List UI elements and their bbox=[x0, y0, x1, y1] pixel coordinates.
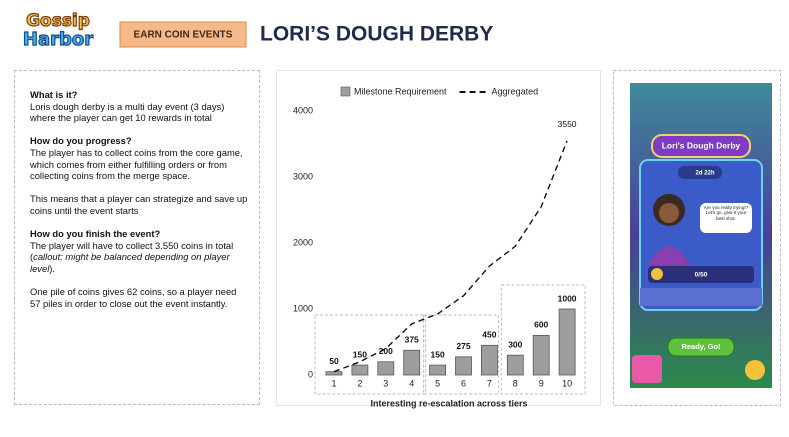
chart-panel bbox=[276, 70, 601, 406]
logo: Gossip Harbor bbox=[22, 10, 94, 50]
text-run: The player has to collect coins from the… bbox=[30, 146, 243, 182]
legend-label: Aggregated bbox=[492, 86, 539, 96]
tag: EARN COIN EVENTS bbox=[134, 30, 233, 41]
text-run: callout: might be balanced depending on … bbox=[30, 251, 230, 274]
tier-box bbox=[423, 314, 499, 395]
x-tick-label: 5 bbox=[435, 378, 440, 388]
section-heading: How do you progress? bbox=[30, 135, 132, 147]
bar-label: 375 bbox=[405, 335, 419, 345]
description-panel: What is it? Loris dough derby is a multi … bbox=[14, 70, 260, 405]
y-tick-label: 1000 bbox=[293, 303, 313, 313]
line-label: 3550 bbox=[558, 119, 577, 129]
paragraph: This means that a player can strategize … bbox=[30, 193, 249, 216]
bar-label: 600 bbox=[534, 320, 548, 330]
bar bbox=[403, 349, 421, 376]
banner-box bbox=[651, 134, 751, 158]
text-run: This means that a player can strategize … bbox=[30, 193, 248, 216]
section-heading: What is it? bbox=[30, 89, 78, 100]
bar-label: 150 bbox=[431, 349, 445, 359]
x-tick-label: 7 bbox=[487, 378, 492, 388]
gift-box bbox=[632, 355, 662, 383]
x-tick-label: 6 bbox=[461, 378, 466, 388]
bar bbox=[480, 344, 498, 376]
bar-label: 1000 bbox=[558, 293, 577, 303]
page-title: LORI’S DOUGH DERBY bbox=[260, 23, 493, 46]
timer: 2d 22h bbox=[695, 171, 714, 177]
bar bbox=[558, 308, 576, 376]
character-face bbox=[659, 203, 679, 223]
bar-label: 150 bbox=[353, 349, 367, 359]
speech-bubble bbox=[700, 203, 752, 233]
text-run: The player will have to collect 3.550 co… bbox=[30, 239, 234, 263]
x-tick-label: 2 bbox=[357, 378, 362, 388]
x-tick-label: 8 bbox=[513, 378, 518, 388]
bar-label: 300 bbox=[508, 339, 522, 349]
paragraph: One pile of coins gives 62 coins, so a p… bbox=[30, 286, 249, 309]
paragraph: Loris dough derby is a multi day event (… bbox=[30, 101, 249, 124]
tier-box bbox=[314, 314, 427, 395]
tag-box bbox=[119, 21, 247, 48]
logo-line: Harbor bbox=[23, 29, 93, 50]
bar bbox=[532, 334, 550, 376]
legend-swatch bbox=[340, 86, 351, 97]
text-run: ). bbox=[49, 262, 56, 274]
progress: 0/50 bbox=[695, 272, 708, 279]
tier-box bbox=[500, 284, 586, 395]
bar bbox=[455, 356, 472, 376]
chart: 0 1000 2000 3000 4000 1 2 3 4 5 6 7 8 9 10 Interesting … bbox=[293, 86, 586, 408]
y-tick-label: 0 bbox=[308, 369, 313, 379]
banner: Lori's Dough Derby bbox=[662, 140, 741, 150]
speech-wrap: Are you really trying!? Let's go, give i… bbox=[703, 205, 749, 221]
reward-row bbox=[640, 288, 762, 306]
ready-button[interactable] bbox=[667, 337, 735, 357]
y-tick-label: 3000 bbox=[293, 171, 313, 181]
bar-label: 200 bbox=[379, 346, 393, 356]
line bbox=[333, 140, 568, 373]
timer-box bbox=[678, 166, 722, 179]
legend-label: Milestone Requirement bbox=[354, 86, 447, 96]
x-axis-label: Interesting re-escalation across tiers bbox=[370, 398, 527, 408]
x-tick-label: 1 bbox=[331, 378, 336, 388]
x-tick-label: 10 bbox=[562, 378, 572, 388]
bar-label: 450 bbox=[482, 330, 496, 340]
coin-icon bbox=[651, 268, 663, 280]
ready-label[interactable]: Ready, Go! bbox=[681, 342, 720, 351]
progress-bar bbox=[648, 266, 754, 283]
bar-label: 50 bbox=[329, 356, 339, 366]
text-run: One pile of coins gives 62 coins, so a p… bbox=[30, 286, 237, 309]
booth bbox=[639, 159, 763, 311]
coin-pile bbox=[745, 360, 765, 380]
paragraph: The player will have to collect 3.550 co… bbox=[30, 240, 249, 275]
text-run: Loris dough derby is a multi day event (… bbox=[30, 100, 225, 124]
bar bbox=[351, 364, 369, 376]
screen-panel bbox=[613, 70, 781, 406]
character-body bbox=[648, 246, 690, 265]
bar-label: 275 bbox=[456, 341, 470, 351]
section-heading: How do you finish the event? bbox=[30, 228, 161, 240]
bar bbox=[506, 354, 524, 376]
speech: Are you really trying!? Let's go, give i… bbox=[703, 205, 749, 221]
logo-line: Gossip bbox=[26, 11, 90, 31]
bar bbox=[377, 361, 395, 376]
bar bbox=[325, 371, 343, 376]
game-screenshot: Lori's Dough Derby 2d 22h Are you really… bbox=[630, 83, 772, 388]
x-tick-label: 9 bbox=[539, 378, 544, 388]
x-tick-label: 4 bbox=[409, 378, 414, 388]
y-tick-label: 2000 bbox=[293, 237, 313, 247]
y-tick-label: 4000 bbox=[293, 105, 313, 115]
paragraph: The player has to collect coins from the… bbox=[30, 147, 249, 182]
bar bbox=[429, 364, 447, 376]
x-tick-label: 3 bbox=[383, 378, 388, 388]
